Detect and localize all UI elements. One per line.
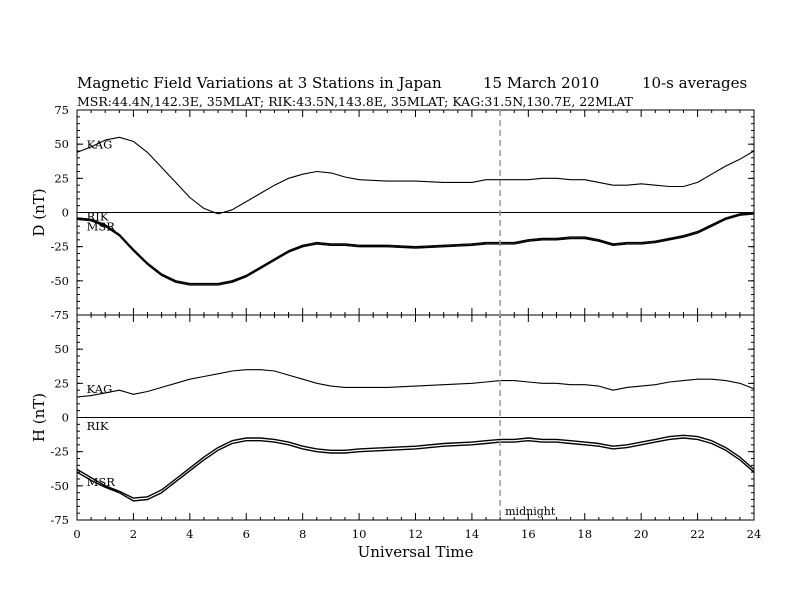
x-tick-label: 10 — [352, 527, 367, 541]
series-kag-line — [76, 369, 755, 398]
y-axis-title: H (nT) — [30, 393, 48, 442]
y-tick-label: -25 — [50, 240, 69, 254]
y-tick-label: 50 — [54, 137, 69, 151]
y-tick-label: 25 — [54, 376, 69, 390]
x-tick-label: 16 — [521, 527, 536, 541]
x-tick-label: 24 — [747, 527, 762, 541]
y-tick-label: -25 — [50, 445, 69, 459]
station-label-rik: RIK — [87, 210, 109, 224]
y-tick-label: -50 — [50, 274, 69, 288]
y-tick-label: -75 — [50, 308, 69, 322]
station-label-rik: RIK — [87, 419, 109, 433]
x-tick-label: 12 — [408, 527, 423, 541]
station-label-msr: MSR — [87, 475, 116, 489]
station-label-msr: MSR — [87, 219, 116, 233]
x-tick-label: 4 — [186, 527, 193, 541]
y-tick-label: 50 — [54, 342, 69, 356]
series-msr-line — [76, 213, 755, 286]
x-tick-label: 6 — [243, 527, 250, 541]
station-label-kag: KAG — [87, 137, 113, 151]
chart-averaging: 10-s averages — [642, 74, 747, 92]
x-tick-label: 22 — [690, 527, 705, 541]
x-tick-label: 18 — [577, 527, 592, 541]
x-tick-label: 20 — [634, 527, 649, 541]
y-tick-label: 25 — [54, 171, 69, 185]
x-tick-label: 8 — [299, 527, 306, 541]
y-tick-label: 0 — [62, 206, 69, 220]
x-tick-label: 0 — [73, 527, 80, 541]
y-tick-label: 0 — [62, 411, 69, 425]
y-axis-title: D (nT) — [30, 188, 48, 236]
series-rik-line — [76, 211, 755, 285]
series-rik-line — [76, 434, 755, 499]
series-kag-line — [76, 136, 755, 215]
y-tick-label: -50 — [50, 479, 69, 493]
chart-title: Magnetic Field Variations at 3 Stations … — [77, 74, 442, 92]
y-tick-label: -75 — [50, 513, 69, 527]
x-tick-label: 14 — [465, 527, 480, 541]
series-msr-line — [76, 437, 755, 502]
chart-date: 15 March 2010 — [483, 74, 599, 92]
station-label-kag: KAG — [87, 382, 113, 396]
station-coordinates: MSR:44.4N,142.3E, 35MLAT; RIK:43.5N,143.… — [77, 94, 634, 109]
midnight-label: midnight — [505, 505, 556, 518]
x-tick-label: 2 — [130, 527, 137, 541]
x-axis-title: Universal Time — [358, 543, 474, 561]
y-tick-label: 75 — [54, 103, 69, 117]
